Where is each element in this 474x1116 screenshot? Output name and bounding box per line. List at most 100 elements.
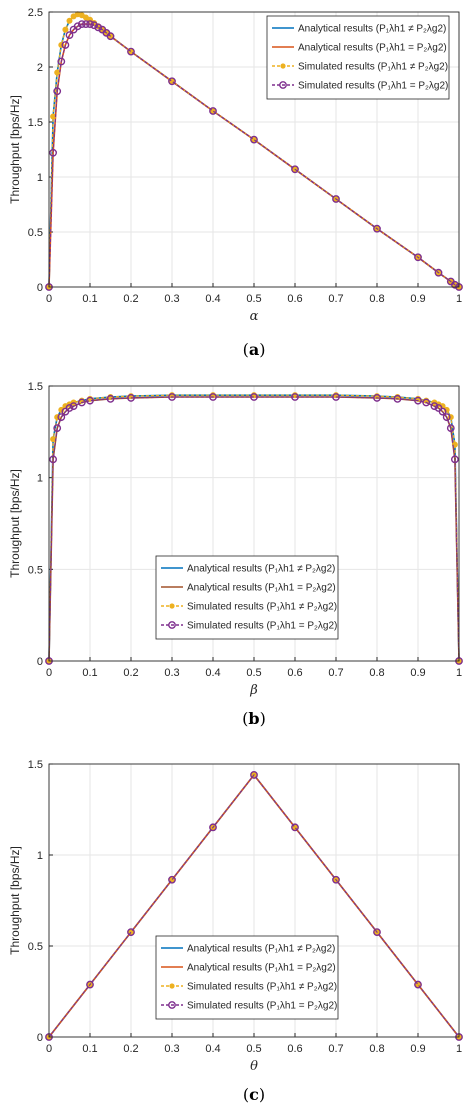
- y-tick-label: 1: [37, 473, 43, 485]
- legend: Analytical results (P₁λh1 ≠ P₂λg2) Analyt…: [266, 15, 450, 100]
- data-point: [422, 398, 431, 407]
- y-tick-label: 1.5: [28, 759, 43, 771]
- series-line-4: [48, 773, 460, 1038]
- data-point: [49, 148, 57, 157]
- data-point: [250, 135, 258, 144]
- data-point: [168, 393, 176, 401]
- data-point: [450, 455, 459, 464]
- legend-entry-4: Simulated results (P₁λh1 = P₂λg2): [187, 621, 337, 632]
- data-point: [250, 771, 258, 779]
- x-tick-label: 0.7: [328, 1043, 343, 1055]
- data-point: [442, 413, 451, 422]
- data-point: [127, 47, 135, 56]
- x-tick-label: 1: [456, 293, 462, 305]
- y-axis-label: Throughput [bps/Hz]: [8, 95, 22, 204]
- y-tick-label: 0.5: [28, 941, 43, 953]
- data-point: [430, 402, 439, 411]
- data-point: [86, 396, 94, 405]
- data-point: [127, 928, 135, 937]
- legend-entry-2: Analytical results (P₁λh1 = P₂λg2): [187, 583, 336, 594]
- y-tick-label: 2.5: [28, 7, 43, 19]
- y-tick-label: 0: [37, 282, 43, 294]
- x-tick-label: 0.9: [410, 1043, 425, 1055]
- data-point: [86, 980, 94, 989]
- x-tick-label: 1: [456, 667, 462, 679]
- data-point: [65, 31, 74, 39]
- data-point: [62, 26, 69, 33]
- x-tick-label: 0.3: [164, 667, 179, 679]
- data-point: [373, 394, 381, 402]
- y-tick-label: 1.5: [28, 117, 43, 129]
- y-tick-label: 1.5: [28, 381, 43, 393]
- legend-box: [155, 935, 339, 1020]
- data-point: [446, 424, 455, 433]
- y-tick-label: 1: [37, 850, 43, 862]
- y-tick-label: 0: [37, 656, 43, 668]
- x-tick-label: 0.2: [123, 293, 138, 305]
- data-point: [393, 394, 402, 403]
- data-point: [86, 20, 94, 28]
- chart-panel-2: 0 0.1 0.2 0.3 0.4 0.5 0.6 0.7 0.8 0.9 1 0 0.5 1 1.5 β Th…: [8, 381, 463, 728]
- legend-entry-3: Simulated results (P₁λh1 ≠ P₂λg2): [187, 602, 337, 613]
- legend-marker: [168, 621, 176, 629]
- panel-caption: (c): [243, 1085, 265, 1104]
- panel-caption: (b): [242, 709, 266, 728]
- x-tick-label: 0.7: [328, 667, 343, 679]
- data-point: [77, 20, 86, 28]
- data-point: [49, 455, 57, 464]
- x-tick-label: 0: [46, 667, 52, 679]
- x-tick-label: 0.9: [410, 293, 425, 305]
- chart-panel-3: 0 0.1 0.2 0.3 0.4 0.5 0.6 0.7 0.8 0.9 1 0 0.5 1 1.5 θ Th…: [8, 759, 463, 1104]
- y-tick-label: 0: [37, 1032, 43, 1044]
- x-tick-label: 0.9: [410, 667, 425, 679]
- data-point: [373, 224, 381, 233]
- x-tick-label: 0.6: [287, 1043, 302, 1055]
- x-tick-label: 0.5: [246, 293, 261, 305]
- chart-panel-1: 0 0.1 0.2 0.3 0.4 0.5 0.6 0.7 0.8 0.9 1 0 0.5 1 1.5 2 2.…: [8, 7, 463, 359]
- x-tick-label: 0.4: [205, 293, 220, 305]
- x-tick-label: 0.6: [287, 293, 302, 305]
- legend-marker: [279, 81, 287, 89]
- legend-entry-1: Analytical results (P₁λh1 ≠ P₂λg2): [187, 944, 335, 955]
- x-tick-label: 0: [46, 1043, 52, 1055]
- data-point: [332, 875, 340, 884]
- data-point: [209, 393, 217, 401]
- data-point: [332, 393, 340, 401]
- data-point: [450, 280, 459, 289]
- legend: Analytical results (P₁λh1 ≠ P₂λg2) Analyt…: [155, 935, 339, 1020]
- y-tick-label: 1: [37, 172, 43, 184]
- data-point: [53, 424, 62, 433]
- x-tick-label: 0.7: [328, 293, 343, 305]
- x-tick-label: 0.8: [369, 667, 384, 679]
- x-tick-label: 0.4: [205, 667, 220, 679]
- data-point: [291, 165, 299, 174]
- x-tick-label: 0.4: [205, 1043, 220, 1055]
- data-point: [57, 57, 66, 66]
- data-point: [291, 823, 299, 832]
- x-tick-label: 0.1: [82, 1043, 97, 1055]
- data-point: [90, 21, 99, 30]
- data-point: [250, 393, 258, 401]
- series-line-4: [48, 23, 460, 288]
- y-axis-label: Throughput [bps/Hz]: [8, 469, 22, 578]
- x-tick-label: 0.1: [82, 293, 97, 305]
- data-point: [61, 41, 70, 49]
- x-tick-label: 0: [46, 293, 52, 305]
- data-point: [73, 22, 82, 31]
- data-point: [434, 268, 443, 277]
- data-point: [168, 77, 176, 86]
- legend-entry-2: Analytical results (P₁λh1 = P₂λg2): [187, 963, 336, 974]
- data-point: [77, 398, 86, 407]
- x-axis-label: α: [250, 309, 259, 324]
- data-point: [69, 402, 78, 411]
- data-point: [82, 20, 90, 28]
- data-point: [373, 928, 381, 937]
- legend-marker: [280, 63, 286, 69]
- legend-box: [155, 555, 339, 640]
- data-point: [65, 404, 74, 412]
- legend-entry-3: Simulated results (P₁λh1 ≠ P₂λg2): [187, 982, 337, 993]
- x-tick-label: 0.3: [164, 293, 179, 305]
- data-point: [332, 195, 340, 203]
- y-axis-label: Throughput [bps/Hz]: [8, 846, 22, 955]
- legend: Analytical results (P₁λh1 ≠ P₂λg2) Analyt…: [155, 555, 339, 640]
